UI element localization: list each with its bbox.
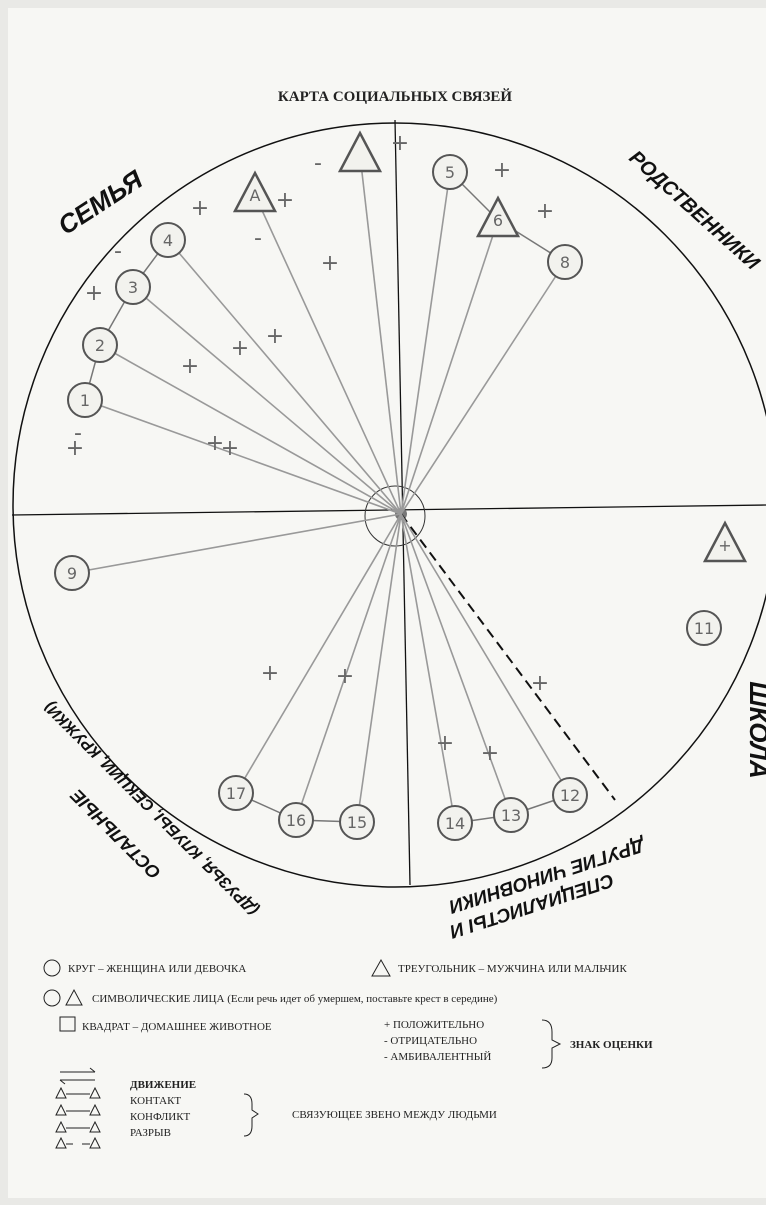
person-label: 1 <box>80 391 90 410</box>
legend-text: КОНТАКТ <box>130 1095 181 1107</box>
person-label: 6 <box>493 211 503 230</box>
sign: + <box>231 336 249 361</box>
sign: + <box>493 158 511 183</box>
sign: + <box>536 199 554 224</box>
page: КАРТА СОЦИАЛЬНЫХ СВЯЗЕЙ СЕМЬЯ РОДСТВЕННИ… <box>0 0 766 1205</box>
person-label: 8 <box>560 253 570 272</box>
sign: + <box>336 664 354 689</box>
sign: + <box>276 188 294 213</box>
person-label: 9 <box>67 564 77 583</box>
person-label: 15 <box>347 813 367 832</box>
sign: + <box>321 251 339 276</box>
sign: - <box>254 226 262 251</box>
sign: - <box>314 151 322 176</box>
person-label: 16 <box>286 811 306 830</box>
person-label: A <box>250 186 261 205</box>
person-label: 13 <box>501 806 521 825</box>
sign: + <box>266 324 284 349</box>
legend-text: КВАДРАТ – ДОМАШНЕЕ ЖИВОТНОЕ <box>82 1021 272 1033</box>
legend-text: ЗНАК ОЦЕНКИ <box>570 1039 653 1051</box>
person-label: 17 <box>226 784 246 803</box>
sign: + <box>191 196 209 221</box>
person-label: + <box>718 536 731 555</box>
sign: + <box>531 671 549 696</box>
legend-text: + ПОЛОЖИТЕЛЬНО <box>384 1019 484 1031</box>
person-label: 4 <box>163 231 173 250</box>
sign: + <box>181 354 199 379</box>
person-label: 12 <box>560 786 580 805</box>
legend-text: РАЗРЫВ <box>130 1127 171 1139</box>
sign: + <box>481 741 499 766</box>
sign: - <box>114 239 122 264</box>
sign: + <box>221 436 239 461</box>
person-label: 3 <box>128 278 138 297</box>
sign: + <box>436 731 454 756</box>
legend-text: СВЯЗУЮЩЕЕ ЗВЕНО МЕЖДУ ЛЮДЬМИ <box>292 1109 497 1121</box>
sign: - <box>74 421 82 446</box>
sign: + <box>261 661 279 686</box>
legend-text: ТРЕУГОЛЬНИК – МУЖЧИНА ИЛИ МАЛЬЧИК <box>398 963 627 975</box>
sign: + <box>391 131 409 156</box>
sector-label: ШКОЛА <box>744 681 766 779</box>
person-label: 2 <box>95 336 105 355</box>
legend-text: ДВИЖЕНИЕ <box>130 1079 196 1091</box>
legend-text: - ОТРИЦАТЕЛЬНО <box>384 1035 477 1047</box>
title: КАРТА СОЦИАЛЬНЫХ СВЯЗЕЙ <box>278 88 512 105</box>
legend-text: КОНФЛИКТ <box>130 1111 191 1123</box>
person-label: 14 <box>445 814 465 833</box>
person-label: 11 <box>694 619 714 638</box>
sign: + <box>85 281 103 306</box>
person-label: 5 <box>445 163 455 182</box>
legend-text: СИМВОЛИЧЕСКИЕ ЛИЦА (Если речь идет об ум… <box>92 993 498 1005</box>
legend-text: КРУГ – ЖЕНЩИНА ИЛИ ДЕВОЧКА <box>68 963 246 975</box>
legend-text: - АМБИВАЛЕНТНЫЙ <box>384 1051 491 1063</box>
